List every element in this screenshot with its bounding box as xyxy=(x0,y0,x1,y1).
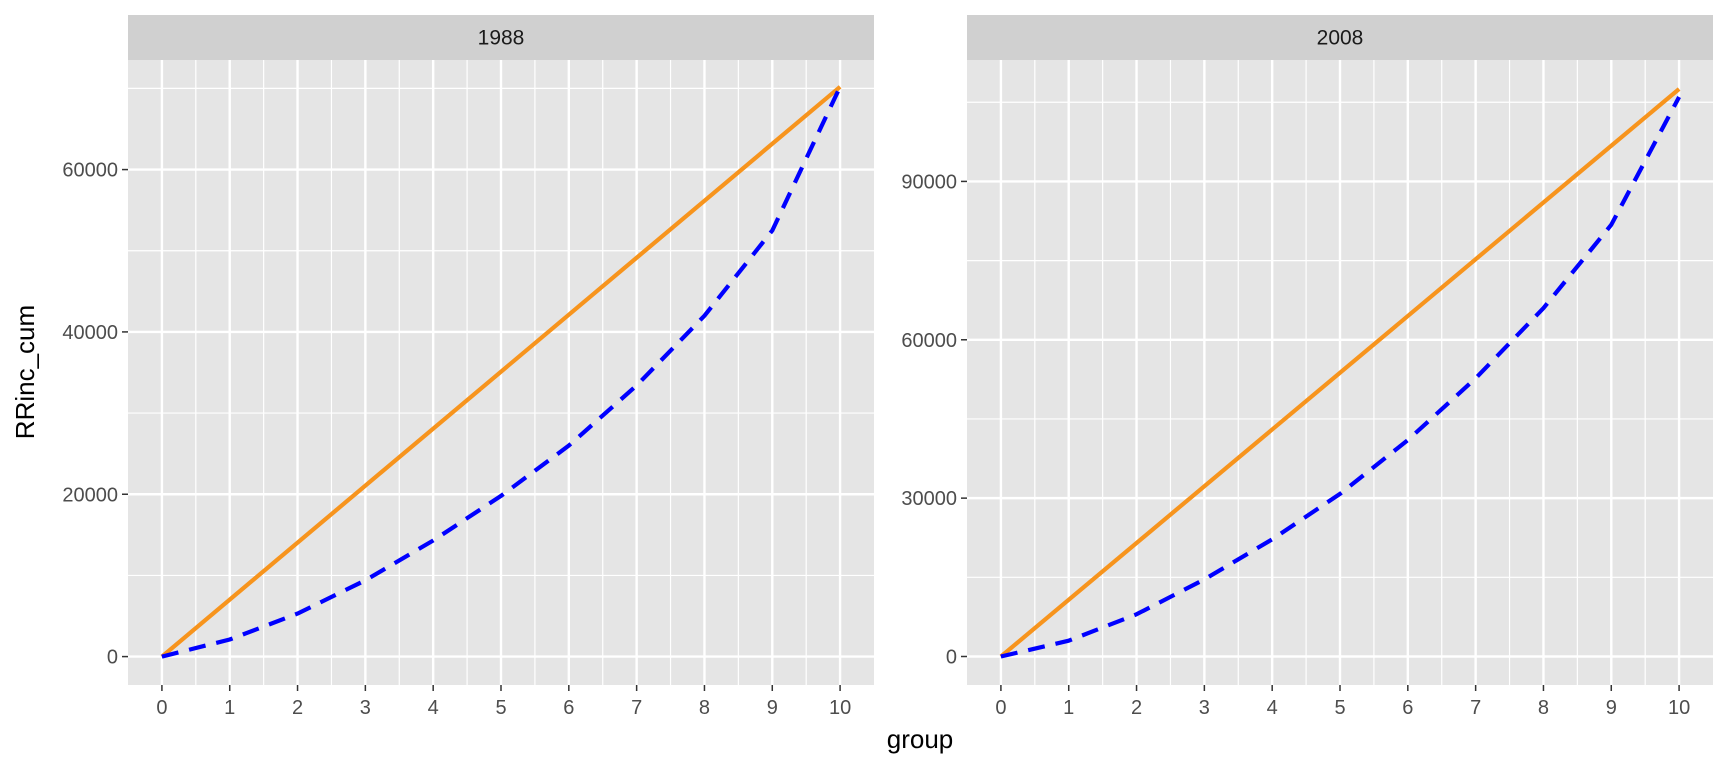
x-tick-label: 10 xyxy=(1668,697,1690,719)
equality-line xyxy=(160,85,842,659)
x-tick-label: 9 xyxy=(1606,697,1617,719)
panel-1988: 1988 0 1 2 3 4 5 6 7 8 9 10 0 20000 40000 60000 xyxy=(62,15,874,719)
y-tick-label: 30000 xyxy=(901,488,957,510)
x-tick-label: 7 xyxy=(1470,697,1481,719)
x-tick-label: 5 xyxy=(495,697,506,719)
panels: 1988 0 1 2 3 4 5 6 7 8 9 10 0 20000 40000 60000 2008 0 1 2 3… xyxy=(62,15,1713,719)
y-tick-label: 0 xyxy=(946,646,957,668)
y-axis-title: RRinc_cum xyxy=(10,305,40,439)
facet-strip xyxy=(128,15,874,60)
y-tick-label: 40000 xyxy=(62,322,118,344)
x-tick-label: 8 xyxy=(699,697,710,719)
equality-line xyxy=(999,87,1681,659)
x-tick-label: 2 xyxy=(1131,697,1142,719)
x-tick-label: 0 xyxy=(156,697,167,719)
x-tick-label: 2 xyxy=(292,697,303,719)
x-axis-title: group xyxy=(887,724,954,754)
x-tick-label: 3 xyxy=(1199,697,1210,719)
x-tick-label: 6 xyxy=(563,697,574,719)
x-tick-label: 8 xyxy=(1538,697,1549,719)
facet-strip-label: 1988 xyxy=(478,27,525,50)
y-tick-label: 60000 xyxy=(901,330,957,352)
x-tick-label: 3 xyxy=(360,697,371,719)
facet-strip-label: 2008 xyxy=(1317,27,1364,50)
x-tick-label: 4 xyxy=(1267,697,1278,719)
x-tick-label: 5 xyxy=(1334,697,1345,719)
x-tick-label: 1 xyxy=(1063,697,1074,719)
facet-strip xyxy=(967,15,1713,60)
x-tick-label: 9 xyxy=(767,697,778,719)
x-tick-label: 7 xyxy=(631,697,642,719)
y-tick-label: 0 xyxy=(107,647,118,669)
x-tick-label: 1 xyxy=(224,697,235,719)
x-tick-label: 6 xyxy=(1402,697,1413,719)
y-tick-label: 20000 xyxy=(62,484,118,506)
panel-2008: 2008 0 1 2 3 4 5 6 7 8 9 10 0 30000 60000 90000 xyxy=(901,15,1713,719)
lorenz-curve-line xyxy=(1000,96,1681,659)
y-tick-label: 60000 xyxy=(62,160,118,182)
x-tick-label: 10 xyxy=(829,697,851,719)
lorenz-curve-line xyxy=(161,85,842,659)
y-tick-label: 90000 xyxy=(901,171,957,193)
x-tick-label: 4 xyxy=(428,697,439,719)
x-tick-label: 0 xyxy=(995,697,1006,719)
